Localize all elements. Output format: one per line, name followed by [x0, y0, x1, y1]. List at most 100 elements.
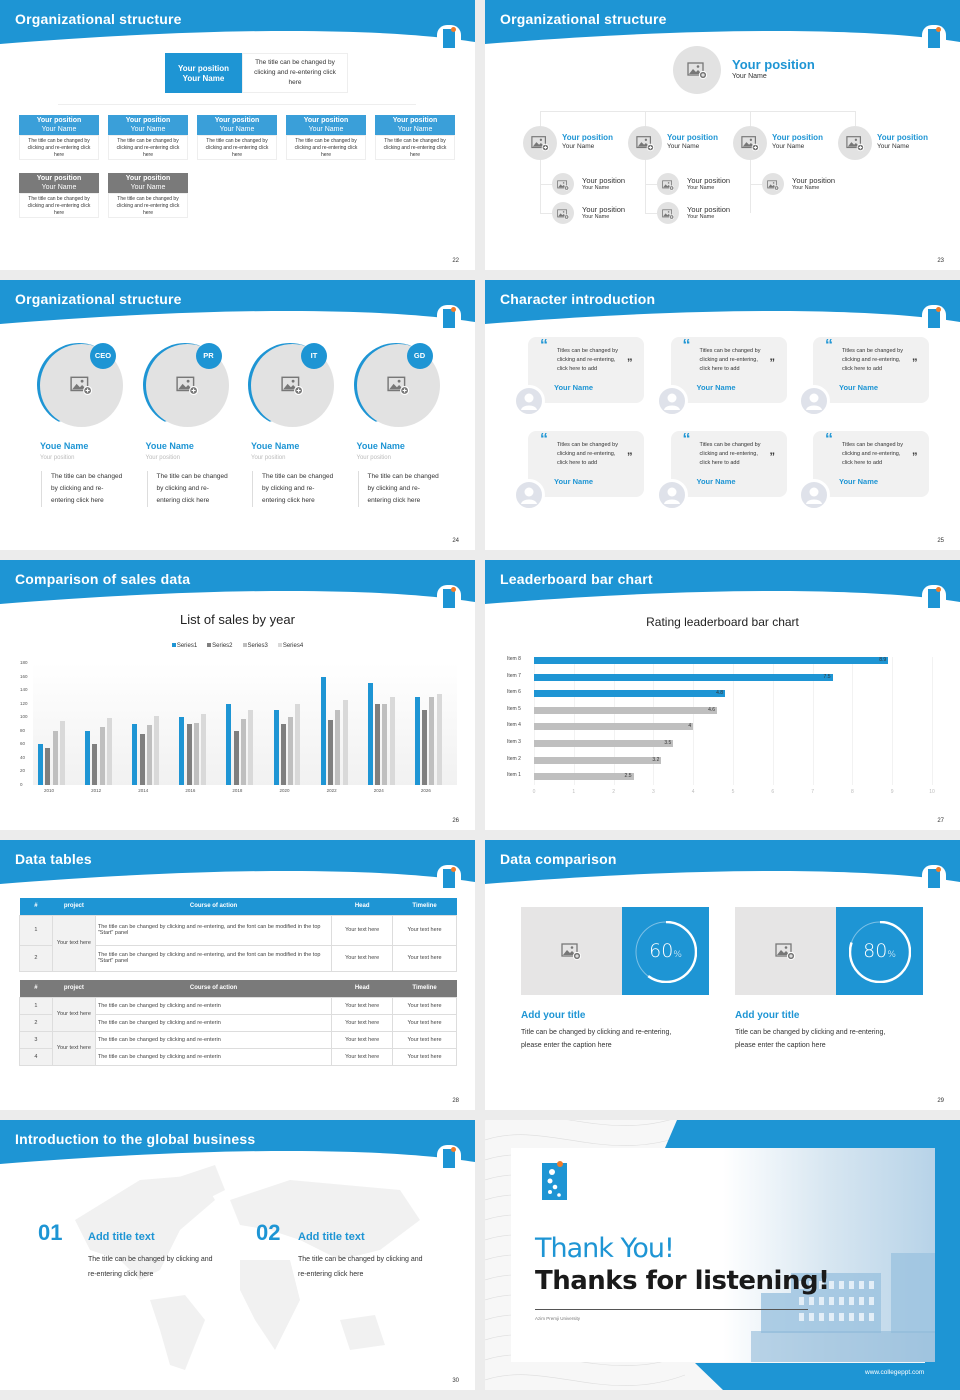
name: Your Name [130, 184, 166, 191]
open-quote-icon: “ [540, 337, 548, 354]
logo-dot [557, 1161, 563, 1167]
legend-swatch [277, 643, 282, 647]
image-placeholder-icon [662, 178, 675, 191]
report-photo [657, 173, 679, 195]
image-placeholder-icon [775, 941, 796, 961]
progress-ring [848, 920, 912, 988]
x-tick-label: 2016 [185, 788, 196, 793]
legend-swatch [207, 643, 212, 647]
top-photo [673, 46, 721, 94]
column-header: Course of action [189, 903, 238, 910]
item-number: 02 [256, 1220, 281, 1245]
slide-26[interactable]: Comparison of sales data 26 List of sales … [0, 560, 475, 830]
slide-31[interactable]: Thank You! Thanks for listening! Azim Prem… [485, 1120, 960, 1390]
manager-position: Your position [772, 133, 823, 142]
open-quote-icon: “ [682, 431, 691, 448]
slide-24[interactable]: Organizational structure 24 CEO Youe Name Yo… [0, 280, 475, 550]
manager-name: Your Name [877, 143, 910, 150]
column-header: # [34, 903, 38, 910]
slide-27[interactable]: Leaderboard bar chart 27 Rating leaderboar… [485, 560, 960, 830]
y-tick-label: 160 [20, 673, 28, 679]
page-number: 29 [937, 1098, 944, 1104]
x-tick-label: 7 [811, 789, 814, 795]
quote-author: Your Name [554, 477, 594, 486]
manager-position: Your position [667, 133, 718, 142]
y-category-label: Item 4 [507, 722, 521, 729]
timeline-cell: Your text here [392, 1013, 457, 1032]
header-band [0, 280, 475, 335]
bar-item-4 [534, 723, 694, 731]
image-placeholder-icon [741, 134, 760, 152]
quote-author: Your Name [839, 477, 879, 486]
slide-28[interactable]: Data tables 28 # project Course of action Hea… [0, 840, 475, 1110]
quote-author: Your Name [554, 383, 594, 392]
value: 60 [649, 940, 674, 962]
unit: % [673, 950, 682, 960]
gridline [852, 657, 854, 785]
report-name: Your Name [582, 185, 610, 191]
slide-29[interactable]: Data comparison 29 60% Add your title Title … [485, 840, 960, 1110]
slide-title: Data comparison [500, 851, 617, 867]
percent-panel: 80% [836, 907, 923, 995]
slide-title: Organizational structure [500, 11, 667, 27]
bar-item-3 [534, 740, 674, 747]
avatar [798, 385, 830, 417]
title-card: Thank You! Thanks for listening! Azim Prem… [511, 1148, 935, 1362]
project-cell: Your text here [51, 914, 96, 972]
university-logo [922, 865, 946, 892]
quote-card: “ Titles can be changed by clicking and r… [670, 337, 787, 403]
bar-Series1-2020 [273, 710, 279, 785]
item-text: The title can be changed by clicking and… [88, 1256, 213, 1278]
connector-line [750, 111, 751, 213]
name: Your Name [182, 74, 225, 83]
position: Your position [214, 117, 260, 124]
bar-Series4-2018 [248, 710, 254, 785]
bar-item-2 [534, 756, 662, 764]
image-placeholder-icon [175, 374, 198, 396]
project-cell: Your text here [51, 996, 96, 1032]
header-band [485, 280, 960, 335]
header-row: # project Course of action Head Timeline [19, 898, 457, 915]
logo-dot [451, 867, 456, 872]
user-icon [516, 388, 542, 419]
page-number: 23 [937, 258, 944, 264]
quote-text: Titles can be changed by clicking and re… [557, 442, 618, 466]
member-description: The title can be changed by clicking and… [375, 135, 455, 160]
row-number: 4 [19, 1047, 53, 1066]
bar-Series4-2016 [201, 713, 207, 785]
logo-dot [451, 587, 456, 592]
manager-photo [733, 126, 767, 160]
slide-25[interactable]: Character introduction 25 “ Titles can be c… [485, 280, 960, 550]
position: Your position [36, 117, 82, 124]
slide-30[interactable]: Introduction to the global business 30 01 A… [0, 1120, 475, 1390]
bar-Series3-2016 [193, 722, 199, 785]
name: Your Name [308, 126, 344, 133]
bar-Series3-2018 [241, 718, 247, 785]
item-text: Title can be changed by clicking and re-… [521, 1029, 672, 1049]
y-tick-label: 80 [20, 727, 26, 733]
connector-line [540, 111, 855, 112]
person-description: The title can be changed by clicking and… [41, 471, 123, 507]
bar-Series1-2012 [85, 730, 91, 785]
action-cell: The title can be changed by clicking and… [94, 1047, 333, 1066]
top-description: The title can be changed by clicking and… [242, 53, 348, 93]
timeline-cell: Your text here [392, 914, 457, 946]
data-label: 3.5 [664, 740, 672, 746]
bar-Series1-2024 [367, 683, 373, 785]
quote-text: Titles can be changed by clicking and re… [842, 348, 903, 372]
bar-Series3-2010 [52, 730, 58, 785]
slide-22[interactable]: Organizational structure 22 Your position Y… [0, 0, 475, 270]
logo-dot [451, 27, 456, 32]
report-name: Your Name [792, 185, 820, 191]
connector-line [645, 111, 646, 213]
manager-photo [838, 126, 872, 160]
top-position: Your position [732, 57, 815, 72]
data-label: 4.8 [716, 690, 724, 697]
slide-23[interactable]: Organizational structure 23 Your position Y… [485, 0, 960, 270]
value: 80 [863, 940, 888, 962]
y-tick-label: 100 [20, 714, 28, 720]
name: Your Name [397, 126, 433, 133]
header-band [485, 840, 960, 895]
item-text: The title can be changed by clicking and… [298, 1256, 423, 1278]
bar-item-1 [534, 773, 634, 781]
